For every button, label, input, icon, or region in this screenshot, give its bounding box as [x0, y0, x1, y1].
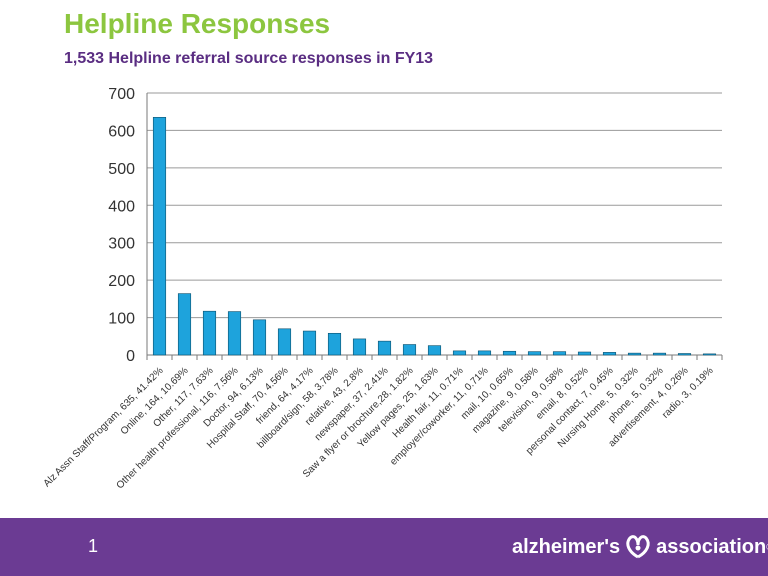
bar [252, 319, 267, 356]
brand-logo: alzheimer's association ® [512, 530, 768, 564]
registered-mark: ® [766, 542, 768, 552]
bar [652, 352, 667, 356]
bar [227, 311, 242, 356]
bar-chart: 0 100 200 300 400 500 600 700 Alz Assn Staff/Pro… [42, 86, 723, 491]
bar [552, 351, 567, 356]
bar [677, 353, 692, 356]
y-tick-label: 200 [108, 273, 135, 290]
footer-bar: 1 alzheimer's association ® [0, 518, 768, 576]
y-tick-label: 0 [126, 348, 135, 365]
bar [327, 332, 342, 356]
bar [502, 350, 517, 356]
bar [277, 328, 292, 356]
bar [202, 310, 217, 356]
bar [702, 353, 717, 356]
logo-text-left: alzheimer's [512, 535, 621, 558]
bar [352, 338, 367, 356]
bar [602, 352, 617, 356]
bar [577, 351, 592, 356]
bar [627, 352, 642, 356]
y-tick-label: 700 [108, 86, 135, 103]
x-tick-label: Alz Assn Staff/Program, 635, 41.42% [42, 365, 166, 489]
bar [302, 330, 317, 356]
bar [427, 345, 442, 356]
bar [377, 340, 392, 356]
y-tick-label: 500 [108, 161, 135, 178]
y-tick-label: 600 [108, 123, 135, 140]
logo-text-right: association [656, 535, 767, 558]
bar [402, 344, 417, 356]
bar [527, 351, 542, 356]
bar [477, 350, 492, 356]
y-tick-label: 300 [108, 236, 135, 253]
page-number: 1 [88, 536, 99, 556]
y-tick-label: 400 [108, 198, 135, 215]
bar [452, 350, 467, 356]
page-title: Helpline Responses [64, 8, 331, 39]
purple-angel-icon [626, 535, 650, 559]
bar [177, 293, 192, 356]
bar [152, 117, 167, 356]
page-subtitle: 1,533 Helpline referral source responses… [64, 50, 434, 67]
y-tick-label: 100 [108, 311, 135, 328]
